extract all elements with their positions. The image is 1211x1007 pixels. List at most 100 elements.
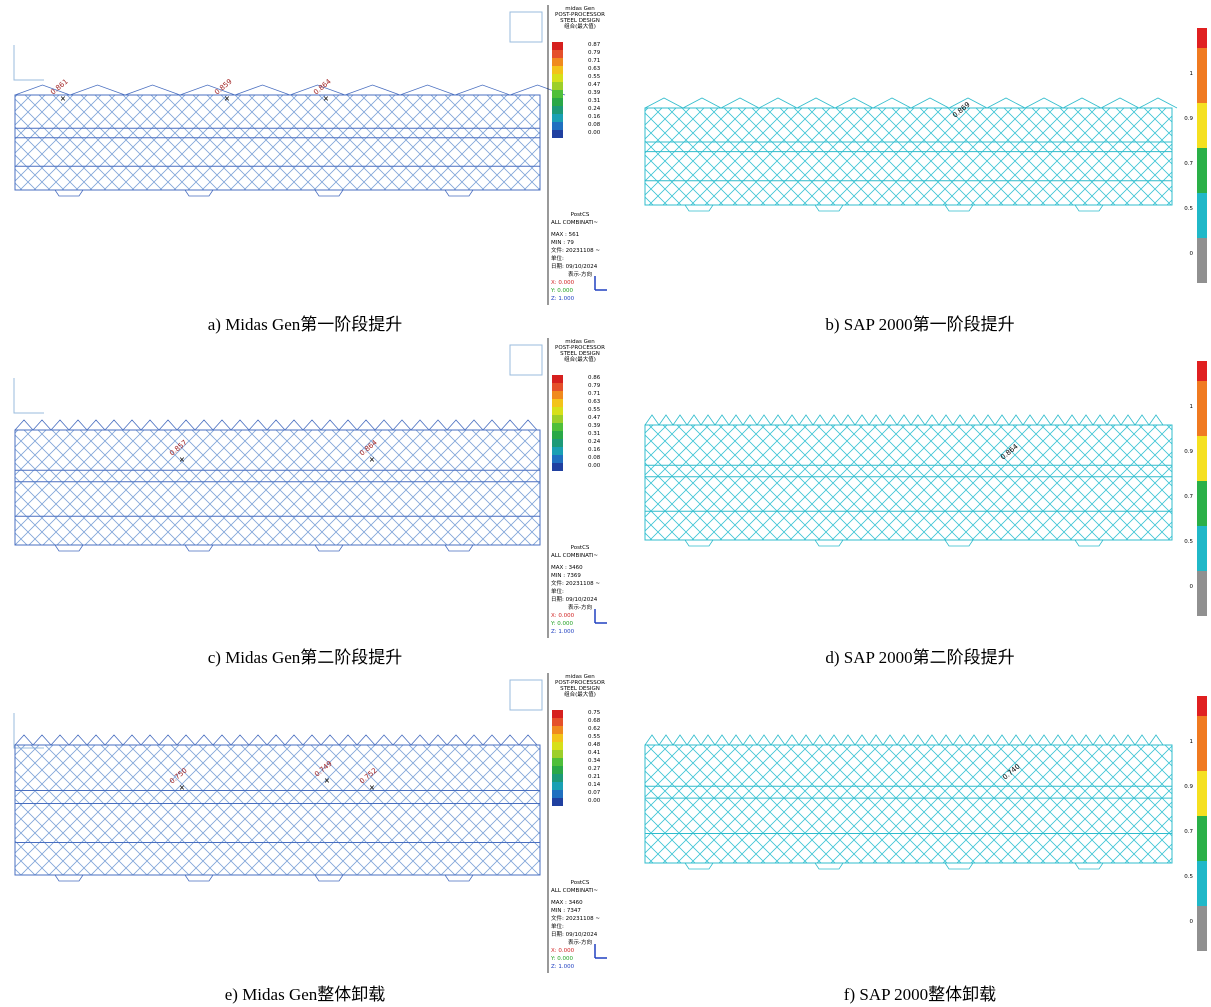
scale-label: 0.7	[1184, 161, 1193, 167]
legend-info: MAX : 3460	[551, 565, 583, 571]
scale-label: 0	[1190, 251, 1194, 257]
supports	[55, 545, 473, 551]
legend-swatch	[552, 774, 563, 782]
view-cube	[510, 680, 542, 710]
top-truss	[645, 98, 1177, 108]
figure: ×0.861×0.859×0.864midas GenPOST-PROCESSO…	[0, 0, 1211, 1007]
color-bar	[1197, 696, 1207, 716]
legend-value: 0.55	[588, 74, 601, 80]
legend-swatch	[552, 66, 563, 74]
legend-value: 0.79	[588, 50, 601, 56]
legend-swatch	[552, 114, 563, 122]
legend-value: 0.71	[588, 58, 600, 64]
legend-swatch	[552, 431, 563, 439]
legend-value: 0.68	[588, 718, 601, 724]
legend-swatch	[552, 423, 563, 431]
color-bar	[1197, 193, 1207, 238]
legend-swatch	[552, 750, 563, 758]
legend-value: 0.00	[588, 463, 601, 469]
color-bar	[1197, 381, 1207, 436]
color-bar	[1197, 716, 1207, 771]
legend-info: MIN : 7347	[551, 908, 581, 914]
lattice	[15, 95, 540, 190]
legend-info: ALL COMBINATI~	[551, 553, 598, 559]
scale-label: 0.5	[1184, 539, 1193, 545]
scale-label: 0.5	[1184, 206, 1193, 212]
legend-value: 0.24	[588, 106, 601, 112]
axis-triad	[595, 276, 607, 290]
caption: a) Midas Gen第一阶段提升	[208, 315, 403, 334]
legend-info: PostCS	[571, 212, 590, 218]
scale-label: 0.7	[1184, 494, 1193, 500]
view-cube	[510, 345, 542, 375]
x-mark: ×	[179, 783, 185, 794]
legend-info: ALL COMBINATI~	[551, 220, 598, 226]
legend-info: Z: 1.000	[551, 964, 575, 970]
legend-info: MIN : 7369	[551, 573, 581, 579]
legend-value: 0.00	[588, 798, 601, 804]
scale-label: 1	[1190, 739, 1194, 745]
legend-info: 表示-方向	[568, 270, 592, 278]
legend-value: 0.31	[588, 98, 600, 104]
legend-info: MAX : 561	[551, 232, 579, 238]
legend-swatch	[552, 74, 563, 82]
color-bar	[1197, 906, 1207, 951]
legend-info: 文件: 20231108 ~	[551, 579, 600, 587]
color-bar	[1197, 526, 1207, 571]
legend-info: 表示-方向	[568, 603, 592, 611]
color-bar	[1197, 571, 1207, 616]
scale-label: 0.7	[1184, 829, 1193, 835]
x-mark: ×	[324, 776, 330, 787]
legend-swatch	[552, 455, 563, 463]
supports	[685, 205, 1103, 211]
scale-label: 0.5	[1184, 874, 1193, 880]
x-mark: ×	[369, 783, 375, 794]
legend-info: 单位:	[551, 587, 564, 595]
supports	[685, 863, 1103, 869]
axis-icon	[14, 378, 44, 413]
color-bar	[1197, 436, 1207, 481]
legend-info: 单位:	[551, 254, 564, 262]
legend-swatch	[552, 50, 563, 58]
legend-swatch	[552, 439, 563, 447]
lattice	[645, 745, 1172, 863]
legend-value: 0.24	[588, 439, 601, 445]
legend-swatch	[552, 718, 563, 726]
legend-info: X: 0.000	[551, 613, 575, 619]
x-mark: ×	[323, 94, 329, 105]
legend-value: 0.39	[588, 423, 601, 429]
legend-value: 0.55	[588, 734, 601, 740]
caption: b) SAP 2000第一阶段提升	[825, 315, 1014, 334]
legend-value: 0.47	[588, 415, 601, 421]
scale-label: 0.9	[1184, 449, 1193, 455]
caption: c) Midas Gen第二阶段提升	[208, 648, 403, 667]
color-bar	[1197, 481, 1207, 526]
legend-value: 0.47	[588, 82, 601, 88]
axis-icon	[14, 45, 44, 80]
legend-swatch	[552, 463, 563, 471]
legend-value: 0.07	[588, 790, 601, 796]
x-mark: ×	[224, 94, 230, 105]
color-bar	[1197, 28, 1207, 48]
legend-swatch	[552, 391, 563, 399]
top-truss	[15, 85, 565, 95]
axis-triad	[595, 944, 607, 958]
legend-swatch	[552, 447, 563, 455]
legend-info: 文件: 20231108 ~	[551, 914, 600, 922]
legend-swatch	[552, 383, 563, 391]
scale-label: 1	[1190, 71, 1194, 77]
top-truss	[645, 735, 1163, 745]
legend-swatch	[552, 82, 563, 90]
legend-swatch	[552, 798, 563, 806]
legend-swatch	[552, 758, 563, 766]
legend-swatch	[552, 790, 563, 798]
legend-value: 0.55	[588, 407, 601, 413]
legend-value: 0.75	[588, 710, 601, 716]
legend-value: 0.41	[588, 750, 600, 756]
legend-value: 0.16	[588, 447, 601, 453]
legend-swatch	[552, 106, 563, 114]
legend-header: 组合(最大值)	[564, 690, 596, 698]
legend-swatch	[552, 375, 563, 383]
scale-label: 0	[1190, 919, 1194, 925]
legend-swatch	[552, 742, 563, 750]
